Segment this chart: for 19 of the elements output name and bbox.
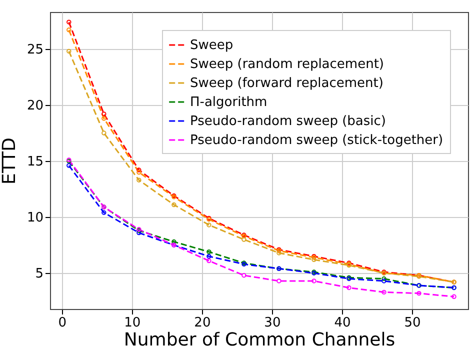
legend-label: Sweep (random replacement) [190, 57, 384, 72]
y-axis-title: ETTD [0, 138, 20, 184]
legend-label: Π-algorithm [190, 95, 268, 110]
x-tick-label: 0 [58, 316, 67, 330]
x-tick-label: 30 [264, 316, 281, 330]
x-tick-label: 20 [194, 316, 211, 330]
legend-label: Sweep [190, 38, 234, 53]
y-tick-label: 15 [26, 154, 44, 170]
legend-label: Sweep (forward replacement) [190, 76, 384, 91]
x-tick-label: 40 [334, 316, 351, 330]
y-tick-label: 5 [35, 266, 44, 282]
x-tick-label: 50 [404, 316, 421, 330]
legend-label: Pseudo-random sweep (basic) [190, 114, 386, 129]
y-tick-label: 25 [26, 42, 44, 58]
x-axis-title: Number of Common Channels [124, 330, 396, 350]
x-tick-label: 10 [124, 316, 141, 330]
legend-label: Pseudo-random sweep (stick-together) [190, 133, 444, 148]
y-tick-label: 20 [26, 98, 44, 114]
y-tick-label: 10 [26, 210, 44, 226]
